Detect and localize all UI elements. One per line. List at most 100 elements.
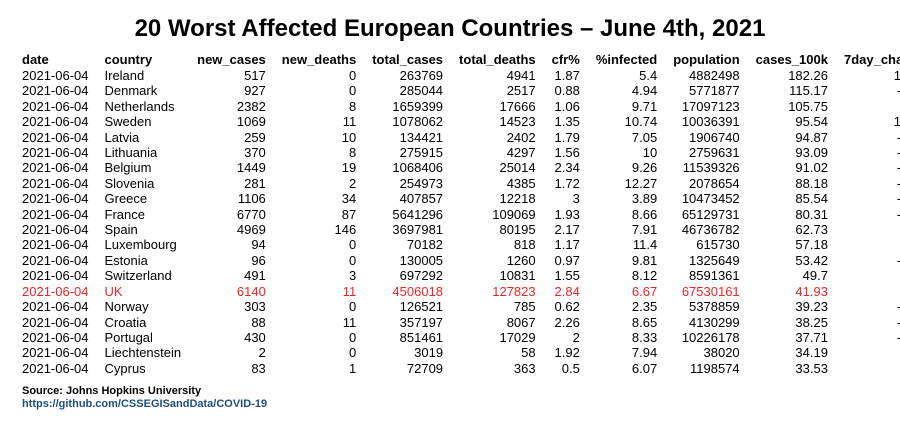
table-cell: 88.18 bbox=[795, 175, 828, 191]
table-cell: Croatia bbox=[104, 314, 147, 330]
table-row: 2021-06-04 Ireland 517 0 263769 4941 1.87 5.4 48… bbox=[14, 68, 900, 83]
table-row: 2021-06-04 Cyprus 83 1 72709 363 0.5 6.07 119857… bbox=[14, 361, 900, 376]
table-cell: 70182 bbox=[406, 237, 444, 253]
table-cell: 1 bbox=[348, 360, 357, 376]
table-cell: 33.53 bbox=[795, 360, 828, 376]
table-cell: 83 bbox=[251, 360, 266, 376]
table-cell: 2021-06-04 bbox=[22, 145, 89, 161]
table-cell: 96 bbox=[251, 252, 266, 268]
table-cell: 8.33 bbox=[631, 329, 658, 345]
table-cell: Portugal bbox=[104, 329, 153, 345]
source-link[interactable]: https://github.com/CSSEGISandData/COVID-… bbox=[22, 398, 268, 410]
table-header-row: date country new_cases new_deaths total_case… bbox=[14, 51, 900, 68]
table-cell: 1.35 bbox=[554, 114, 580, 130]
table-cell: 2021-06-04 bbox=[22, 345, 89, 361]
table-cell: 0 bbox=[348, 345, 357, 361]
table-cell: 1.72 bbox=[554, 175, 580, 191]
table-cell: 4882498 bbox=[689, 68, 740, 83]
table-cell: 1.79 bbox=[554, 129, 580, 145]
table-cell: Sweden bbox=[104, 114, 152, 130]
table-cell: 105.75 bbox=[788, 98, 828, 114]
table-cell: 34.19 bbox=[795, 345, 828, 361]
table-cell: 259 bbox=[244, 129, 266, 145]
table-cell: 53.42 bbox=[795, 252, 828, 268]
table-cell: -7.85 bbox=[836, 191, 900, 206]
table-cell: 407857 bbox=[399, 191, 444, 207]
table-cell: 6770 bbox=[236, 206, 266, 222]
table-cell: 2021-06-04 bbox=[22, 83, 89, 99]
table-cell: 34 bbox=[341, 191, 357, 207]
table-cell: -0.67 bbox=[836, 299, 900, 314]
table-cell: 4130299 bbox=[689, 314, 740, 330]
table-cell: 0 bbox=[348, 299, 357, 315]
table-cell: 2021-06-04 bbox=[22, 98, 89, 114]
table-cell: 851461 bbox=[399, 329, 444, 345]
table-cell: 697292 bbox=[399, 268, 444, 284]
table-cell: 3019 bbox=[414, 345, 444, 361]
table-cell: 2402 bbox=[506, 129, 536, 145]
table-cell: 46736782 bbox=[681, 222, 740, 238]
table-cell: 1325649 bbox=[689, 252, 740, 268]
table-cell: 17029 bbox=[499, 329, 536, 345]
table-cell: 2.35 bbox=[631, 299, 658, 315]
table-row: 2021-06-04 Lithuania 370 8 275915 4297 1.56 10 2… bbox=[14, 145, 900, 160]
source-note: Source: Johns Hopkins University bbox=[22, 385, 202, 397]
table-cell: -0.53 bbox=[836, 176, 900, 191]
table-cell: Norway bbox=[104, 299, 149, 315]
table-cell: France bbox=[104, 206, 145, 222]
table-row: 2021-06-04 Belgium 1449 19 1068406 25014 2.34 9… bbox=[14, 160, 900, 175]
table-cell: 7.91 bbox=[631, 222, 658, 238]
table-row: 2021-06-04 Luxembourg 94 0 70182 818 1.17 11.4 6… bbox=[14, 237, 900, 252]
table-cell: 10 bbox=[642, 145, 658, 161]
table-cell: 2021-06-04 bbox=[22, 314, 89, 330]
table-cell: 1.92 bbox=[554, 345, 580, 361]
table-cell: 7.94 bbox=[631, 345, 658, 361]
table-cell: 4941 bbox=[506, 68, 536, 83]
table-cell: Luxembourg bbox=[104, 237, 177, 253]
table-cell: 2021-06-04 bbox=[22, 222, 89, 238]
table-cell: 17666 bbox=[499, 98, 536, 114]
table-cell: 303 bbox=[244, 299, 266, 315]
table-cell: 4969 bbox=[236, 222, 266, 238]
column-header: population bbox=[673, 52, 740, 67]
table-cell: 2078654 bbox=[689, 175, 740, 191]
table-cell: 80.31 bbox=[795, 206, 828, 222]
table-cell: 2 bbox=[572, 329, 580, 345]
table-cell: 1106 bbox=[237, 191, 266, 207]
table-cell: 10036391 bbox=[681, 114, 740, 130]
table-cell: 5771877 bbox=[689, 83, 740, 99]
table-cell: 134421 bbox=[399, 129, 444, 145]
table-cell: 0.97 bbox=[554, 252, 580, 268]
table-cell: 2021-06-04 bbox=[22, 299, 89, 315]
table-cell: 6.07 bbox=[631, 360, 658, 376]
table-cell: Netherlands bbox=[104, 98, 175, 114]
table-cell: 2 bbox=[348, 175, 357, 191]
table-cell: 517 bbox=[244, 68, 266, 83]
table-cell: 37.71 bbox=[795, 329, 828, 345]
table-cell: 8.65 bbox=[631, 314, 658, 330]
table-cell: 9.26 bbox=[631, 160, 658, 176]
table-row: 2021-06-04 Greece 1106 34 407857 12218 3 3.89 10… bbox=[14, 191, 900, 206]
table-cell: 1659399 bbox=[392, 98, 444, 114]
table-cell: Latvia bbox=[104, 129, 140, 145]
table-cell: 0.62 bbox=[554, 299, 580, 315]
table-cell: 41.93 bbox=[795, 283, 828, 299]
table-cell: 1449 bbox=[236, 160, 266, 176]
table-cell: 93.09 bbox=[795, 145, 828, 161]
table-cell: 182.26 bbox=[788, 68, 828, 83]
table-cell: 357197 bbox=[399, 314, 444, 330]
table-cell: 3 bbox=[348, 268, 357, 284]
table-cell: Cyprus bbox=[104, 360, 146, 376]
table-cell: 126521 bbox=[399, 299, 444, 315]
page-title: 20 Worst Affected European Countries – J… bbox=[134, 15, 766, 42]
table-cell: 2021-06-04 bbox=[22, 160, 89, 176]
table-cell: 254973 bbox=[399, 175, 444, 191]
table-cell: 275915 bbox=[399, 145, 444, 161]
table-row: 2021-06-04 Slovenia 281 2 254973 4385 1.72 12.2… bbox=[14, 176, 900, 191]
table-cell: 1069 bbox=[236, 114, 266, 130]
table-cell: 94 bbox=[251, 237, 266, 253]
table-cell: 11.4 bbox=[632, 237, 658, 253]
table-cell: 2021-06-04 bbox=[22, 175, 89, 191]
table-cell: 9.71 bbox=[631, 98, 658, 114]
table-cell: 12218 bbox=[499, 191, 536, 207]
